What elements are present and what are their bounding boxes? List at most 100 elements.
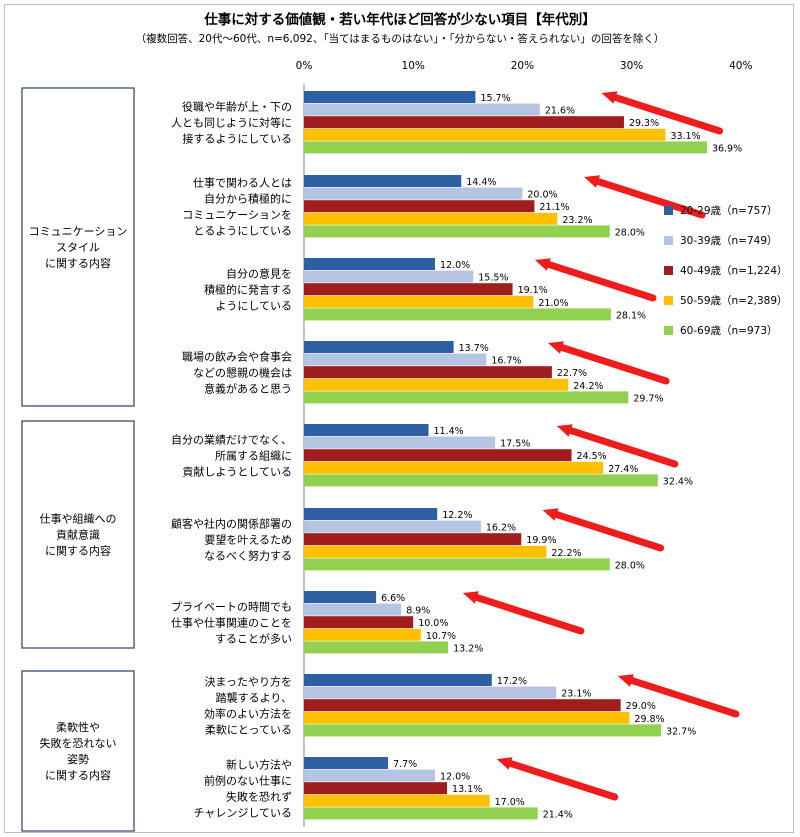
data-label: 23.2%: [562, 215, 592, 226]
annotation-arrowhead: [556, 424, 573, 437]
data-label: 7.7%: [393, 759, 417, 770]
category-label: 自分から積極的に: [204, 192, 292, 206]
data-label: 12.2%: [442, 510, 472, 521]
bar: [304, 378, 569, 391]
bar: [304, 628, 421, 641]
data-label: 10.7%: [426, 631, 456, 642]
data-label: 8.9%: [406, 606, 430, 617]
annotation-arrowhead: [462, 591, 479, 604]
bar: [304, 474, 658, 487]
data-label: 11.4%: [433, 426, 463, 437]
category-label: などの懇親の機会は: [193, 366, 292, 380]
group-label: 姿勢: [67, 752, 89, 766]
annotation-arrow-shaft: [592, 177, 706, 219]
annotation-arrowhead: [496, 757, 513, 770]
data-label: 28.0%: [615, 227, 645, 238]
annotation-arrow-shaft: [609, 93, 724, 135]
group-label: 貢献意識: [56, 528, 100, 542]
category-label: コミュニケーションを: [182, 209, 292, 222]
category-label: 新しい方法や: [226, 758, 292, 772]
legend-label: 40-49歳（n=1,224）: [680, 265, 788, 277]
data-label: 16.2%: [486, 523, 516, 534]
category-label: 意義があると思う: [204, 382, 292, 396]
category-label: 仕事や仕事関連のことを: [171, 616, 292, 630]
data-label: 36.9%: [712, 143, 742, 154]
data-label: 21.0%: [538, 298, 568, 309]
bar: [304, 591, 377, 603]
category-label: 効率のよい方法を: [204, 707, 292, 721]
data-label: 29.7%: [633, 393, 663, 404]
annotation-arrowhead: [548, 341, 564, 354]
data-label: 28.0%: [615, 560, 645, 571]
data-label: 15.5%: [478, 273, 508, 284]
data-label: 14.4%: [466, 177, 496, 188]
data-label: 29.8%: [634, 714, 664, 725]
legend-label: 30-39歳（n=749）: [680, 235, 778, 247]
bar: [304, 103, 540, 116]
bar: [304, 807, 538, 820]
data-label: 17.0%: [495, 797, 525, 808]
category-label: とるようにしている: [193, 225, 292, 238]
data-label: 19.1%: [518, 285, 548, 296]
bar: [304, 686, 557, 699]
data-label: 28.1%: [616, 310, 646, 321]
bar: [304, 794, 490, 807]
data-label: 22.7%: [557, 368, 587, 379]
bar: [304, 449, 572, 462]
category-label: チャレンジしている: [193, 807, 292, 820]
data-label: 16.7%: [491, 356, 521, 367]
data-label: 27.4%: [608, 464, 638, 475]
bar: [304, 603, 402, 616]
group-label: 柔軟性や: [56, 720, 100, 734]
chart-subtitle: （複数回答、20代～60代、n=6,092、「当てはまるものはない」・「分からな…: [136, 32, 665, 45]
bar: [304, 353, 487, 366]
bar: [304, 295, 534, 308]
data-label: 15.7%: [480, 93, 510, 104]
category-label: 顧客や社内の関係部署の: [171, 517, 292, 531]
annotation-arrow-shaft: [470, 593, 585, 635]
annotation-arrow-shaft: [625, 676, 740, 718]
annotation-arrow-shaft: [542, 260, 657, 302]
group-label: 仕事や組織への: [40, 513, 117, 526]
bar: [304, 308, 611, 321]
bar: [304, 711, 630, 724]
annotation-arrowhead: [534, 258, 551, 271]
data-label: 32.7%: [666, 726, 696, 737]
annotation-arrowhead: [601, 91, 618, 104]
legend-label: 20-29歳（n=757）: [680, 205, 778, 217]
legend-swatch: [664, 326, 673, 335]
data-label: 24.5%: [577, 451, 607, 462]
bar: [304, 91, 476, 103]
category-label: 決まったやり方を: [204, 675, 292, 689]
category-label: 接するようにしている: [182, 133, 292, 146]
data-label: 33.1%: [670, 131, 700, 142]
category-label: プライベートの時間でも: [171, 601, 292, 614]
bar: [304, 782, 448, 795]
data-label: 22.2%: [551, 548, 581, 559]
category-label: 柔軟にとっている: [205, 723, 292, 737]
annotation-arrow-shaft: [555, 343, 670, 385]
category-label: 所属する組織に: [215, 450, 292, 463]
bar: [304, 533, 522, 546]
bar: [304, 225, 610, 238]
x-tick-label: 30%: [620, 60, 643, 72]
category-label: 積極的に発言する: [204, 283, 292, 297]
legend-swatch: [664, 266, 673, 275]
category-label: することが多い: [215, 632, 292, 646]
data-label: 12.0%: [440, 260, 470, 271]
bar: [304, 641, 449, 654]
bar: [304, 391, 629, 404]
category-label: 自分の意見を: [226, 267, 292, 281]
annotation-arrowhead: [542, 508, 559, 521]
bar: [304, 436, 496, 449]
data-label: 17.5%: [500, 439, 530, 450]
group-box: [21, 420, 135, 649]
annotation-arrowhead: [584, 175, 600, 188]
data-label: 21.4%: [543, 809, 573, 820]
data-label: 13.7%: [459, 343, 489, 354]
bar: [304, 141, 707, 154]
legend-label: 50-59歳（n=2,389）: [680, 295, 788, 307]
legend-swatch: [664, 206, 673, 215]
category-label: 踏襲するより、: [216, 691, 292, 705]
